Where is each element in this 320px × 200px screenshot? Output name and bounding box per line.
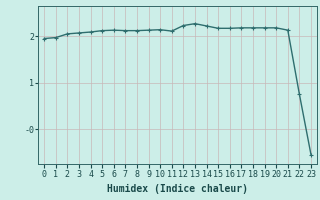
- X-axis label: Humidex (Indice chaleur): Humidex (Indice chaleur): [107, 184, 248, 194]
